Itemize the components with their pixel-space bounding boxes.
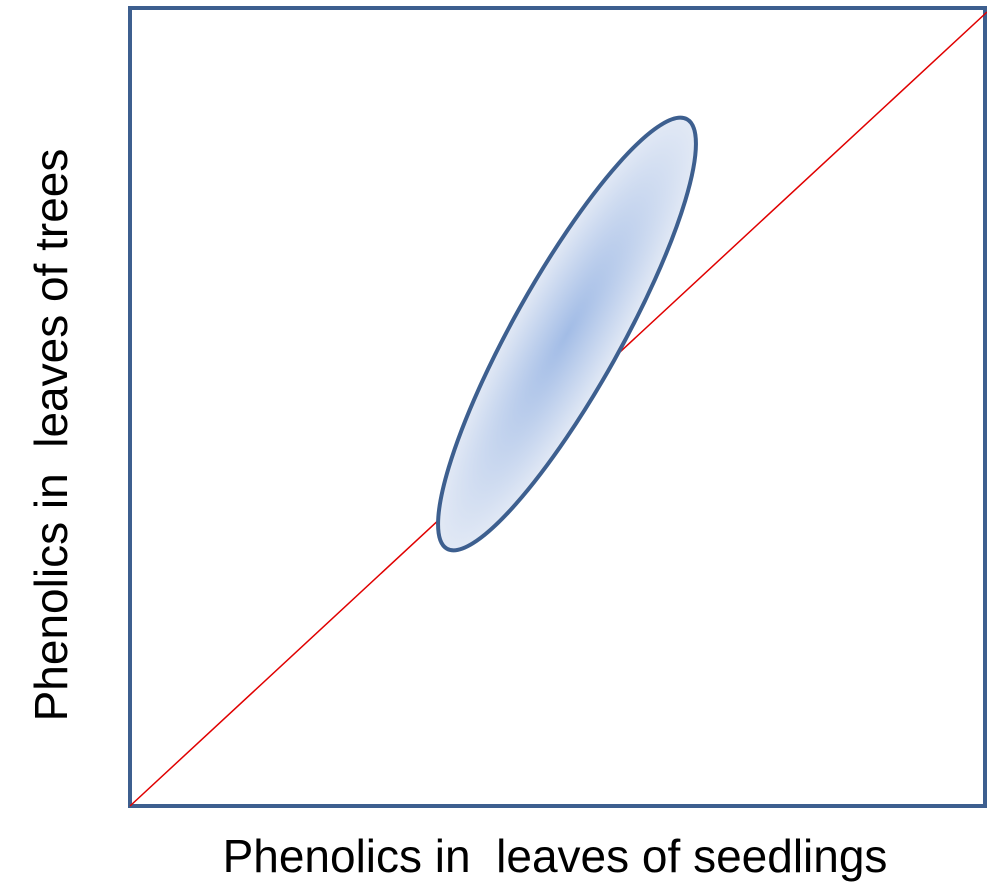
y-axis-label: Phenolics in leaves of trees xyxy=(25,149,77,722)
plot-frame xyxy=(128,6,987,808)
data-cloud xyxy=(436,115,698,553)
x-axis-label: Phenolics in leaves of seedlings xyxy=(223,830,888,882)
